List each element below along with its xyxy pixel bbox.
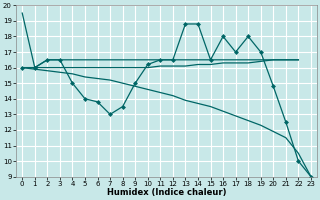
X-axis label: Humidex (Indice chaleur): Humidex (Indice chaleur) [107,188,226,197]
